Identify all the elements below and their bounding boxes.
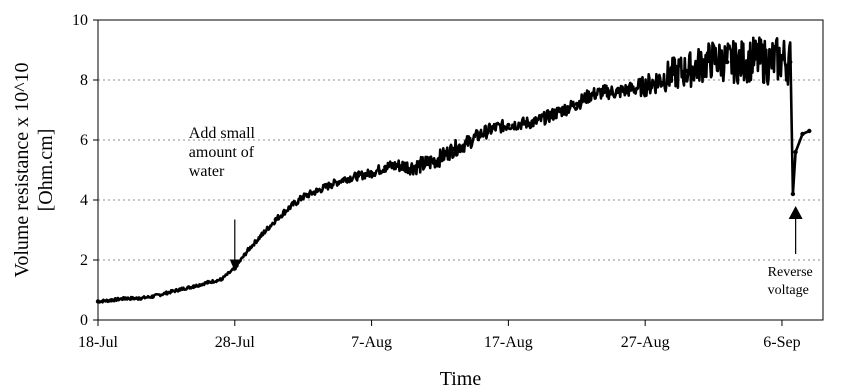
annotation-text: water bbox=[189, 163, 225, 180]
data-point bbox=[766, 59, 771, 65]
data-point bbox=[437, 155, 443, 161]
data-point bbox=[123, 296, 128, 301]
data-point bbox=[164, 290, 169, 296]
data-point bbox=[643, 83, 648, 89]
data-point bbox=[738, 59, 744, 65]
data-point bbox=[533, 119, 538, 125]
arrow-head bbox=[788, 206, 803, 219]
data-point bbox=[109, 298, 114, 303]
data-point bbox=[670, 71, 675, 77]
data-point bbox=[752, 56, 757, 62]
data-point bbox=[355, 173, 361, 179]
data-point bbox=[574, 101, 579, 107]
data-point bbox=[328, 182, 333, 188]
annotation-reverse: Reverse voltage bbox=[768, 206, 813, 298]
data-point bbox=[383, 164, 388, 170]
gridlines bbox=[98, 79, 823, 261]
data-point bbox=[314, 188, 320, 194]
data-point bbox=[790, 191, 796, 197]
data-point bbox=[656, 77, 661, 83]
x-tick-label: 6-Sep bbox=[763, 334, 800, 351]
plot-frame bbox=[97, 19, 824, 321]
annotation-text: amount of bbox=[189, 144, 255, 161]
data-point bbox=[396, 163, 402, 168]
data-point bbox=[191, 284, 196, 289]
annotation-text: Reverse bbox=[768, 265, 813, 280]
data-point bbox=[725, 59, 730, 65]
data-point bbox=[287, 205, 292, 210]
data-point bbox=[793, 149, 798, 155]
data-point bbox=[788, 59, 793, 65]
x-axis: 18-Jul 28-Jul 7-Aug 17-Aug 27-Aug 6-Sep bbox=[78, 320, 801, 351]
data-point bbox=[424, 161, 429, 167]
data-point bbox=[273, 217, 278, 222]
annotation-water: Add small amount of water bbox=[189, 125, 256, 272]
y-tick-label: 6 bbox=[80, 132, 88, 149]
data-point bbox=[547, 113, 552, 119]
data-point bbox=[410, 164, 415, 170]
data-point bbox=[260, 232, 265, 237]
x-tick-label: 17-Aug bbox=[484, 334, 533, 351]
x-tick-label: 18-Jul bbox=[78, 334, 119, 351]
data-point bbox=[342, 176, 347, 182]
x-axis-title: Time bbox=[440, 368, 482, 390]
arrow-head bbox=[229, 259, 240, 272]
data-point bbox=[779, 56, 785, 62]
y-tick-label: 10 bbox=[72, 12, 88, 29]
data-point bbox=[615, 89, 620, 95]
data-point bbox=[588, 92, 593, 98]
data-point bbox=[560, 107, 566, 113]
data-point bbox=[807, 128, 812, 134]
data-point bbox=[246, 247, 251, 252]
data-point bbox=[177, 287, 183, 292]
data-point bbox=[684, 68, 689, 74]
data-point bbox=[301, 194, 306, 200]
y-tick-label: 4 bbox=[80, 192, 88, 209]
data-point bbox=[519, 121, 525, 126]
data-point bbox=[711, 56, 716, 62]
x-tick-label: 7-Aug bbox=[351, 334, 392, 351]
data-point bbox=[601, 89, 607, 95]
data-point bbox=[697, 62, 703, 68]
annotations: Add small amount of water Reverse voltage bbox=[189, 125, 813, 298]
annotation-text: Add small bbox=[189, 125, 256, 142]
data-point bbox=[218, 277, 224, 282]
annotation-text: voltage bbox=[768, 283, 809, 298]
y-tick-label: 0 bbox=[80, 312, 88, 329]
data-point bbox=[506, 122, 511, 128]
y-axis-title-line: [Ohm.cm] bbox=[35, 129, 57, 212]
y-axis-title-line: Volume resistance x 10^10 bbox=[11, 62, 33, 277]
data-point bbox=[369, 170, 374, 176]
data-point bbox=[478, 131, 484, 137]
data-point bbox=[465, 140, 470, 146]
x-tick-label: 28-Jul bbox=[215, 334, 256, 351]
data-point bbox=[629, 86, 634, 92]
data-point bbox=[150, 294, 155, 299]
data-series bbox=[95, 36, 812, 304]
y-tick-label: 2 bbox=[80, 252, 88, 269]
y-tick-label: 8 bbox=[80, 72, 88, 89]
data-point bbox=[492, 125, 497, 131]
y-axis: 0 2 4 6 8 10 bbox=[72, 12, 98, 329]
series-line bbox=[97, 36, 810, 304]
data-point bbox=[451, 146, 456, 152]
data-point bbox=[205, 280, 210, 285]
y-axis-title: Volume resistance x 10^10 [Ohm.cm] bbox=[11, 62, 57, 277]
data-point bbox=[800, 131, 805, 137]
data-point bbox=[136, 296, 142, 301]
x-tick-label: 27-Aug bbox=[621, 334, 670, 351]
